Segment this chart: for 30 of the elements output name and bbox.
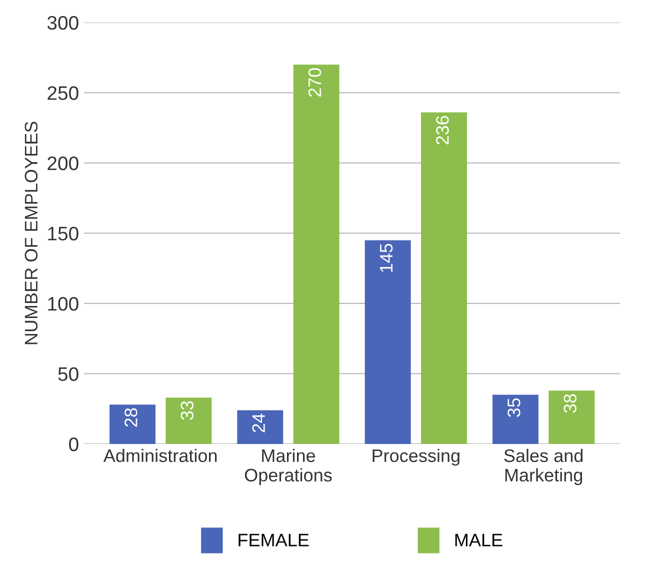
- y-axis-title: NUMBER OF EMPLOYEES: [24, 122, 38, 344]
- legend-label: FEMALE: [238, 534, 309, 546]
- bar: [166, 398, 212, 444]
- bar: [421, 112, 467, 444]
- y-tick-label: 250: [48, 86, 78, 100]
- y-tick-label: 0: [69, 437, 78, 452]
- bar: [110, 404, 156, 444]
- y-tick-label: 50: [58, 367, 78, 381]
- y-tick-label: 200: [48, 156, 78, 170]
- legend-label: MALE: [455, 534, 502, 546]
- bar: [237, 410, 284, 444]
- bar: [548, 390, 595, 444]
- x-tick-label: Administration: [103, 448, 217, 462]
- y-tick-label: 100: [48, 296, 78, 311]
- bar: [492, 394, 538, 444]
- x-tick-label: Sales and Marketing: [504, 448, 583, 486]
- x-tick-label: Marine Operations: [244, 448, 332, 486]
- data-label: 28: [124, 408, 138, 427]
- y-tick-label: 300: [47, 16, 78, 30]
- data-label: 35: [508, 398, 520, 418]
- y-tick-label: 150: [48, 226, 78, 240]
- data-label: 24: [252, 414, 265, 432]
- bar: [364, 240, 411, 444]
- x-tick-label: Processing: [372, 448, 460, 466]
- data-label: 236: [436, 116, 449, 144]
- data-label: 38: [564, 394, 576, 413]
- bar: [293, 64, 340, 444]
- data-label: 145: [380, 244, 393, 272]
- data-label: 33: [180, 401, 194, 420]
- data-label: 270: [308, 68, 322, 97]
